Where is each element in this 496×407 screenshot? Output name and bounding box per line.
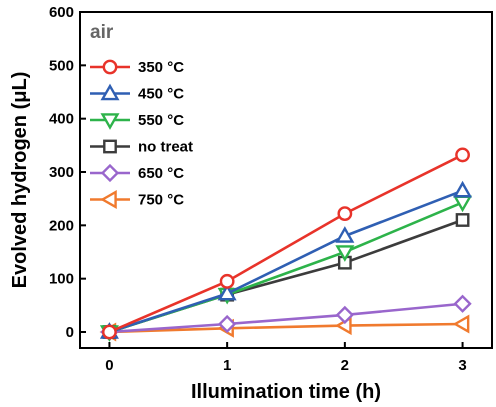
data-point bbox=[335, 245, 355, 262]
series-line bbox=[109, 322, 463, 334]
x-axis: 0 1 2 3 bbox=[105, 342, 467, 374]
y-tick-label: 100 bbox=[49, 271, 74, 288]
plot-frame bbox=[79, 11, 493, 349]
legend: 350 °C 450 °C 550 °C no treat 650 °C 750 °C bbox=[90, 59, 193, 210]
data-point bbox=[218, 314, 237, 334]
data-point bbox=[455, 147, 470, 163]
series-line bbox=[109, 189, 464, 334]
x-tick-label: 3 bbox=[458, 357, 466, 374]
series-350-c bbox=[102, 147, 470, 340]
data-point bbox=[453, 180, 473, 198]
data-point bbox=[335, 305, 354, 325]
legend-entry: 750 °C bbox=[90, 189, 184, 210]
legend-entry: 450 °C bbox=[90, 83, 184, 103]
x-tick-label: 1 bbox=[223, 357, 231, 374]
data-point bbox=[219, 273, 235, 289]
y-tick-label: 500 bbox=[49, 57, 74, 74]
annotation-label: air bbox=[90, 22, 114, 43]
data-point bbox=[453, 294, 472, 313]
legend-marker bbox=[100, 83, 120, 101]
data-point bbox=[452, 314, 470, 334]
y-tick-label: 0 bbox=[66, 324, 74, 341]
y-tick-label: 200 bbox=[49, 217, 74, 234]
legend-entry: 350 °C bbox=[90, 59, 184, 76]
legend-marker bbox=[102, 59, 118, 75]
legend-marker bbox=[100, 113, 120, 130]
legend-marker bbox=[100, 163, 120, 183]
legend-label: 650 °C bbox=[138, 165, 184, 182]
series-line bbox=[109, 302, 463, 334]
series-line bbox=[109, 201, 464, 334]
y-tick-label: 600 bbox=[49, 4, 74, 21]
data-point bbox=[455, 213, 470, 227]
legend-label: no treat bbox=[138, 139, 193, 156]
legend-label: 450 °C bbox=[138, 86, 184, 103]
series-550-c bbox=[99, 195, 473, 342]
y-tick-label: 300 bbox=[49, 164, 74, 181]
series-layer bbox=[99, 147, 473, 342]
data-point bbox=[102, 324, 117, 340]
legend-label: 350 °C bbox=[138, 59, 184, 76]
legend-entry: 650 °C bbox=[90, 163, 184, 183]
legend-marker bbox=[103, 139, 117, 154]
y-axis-title: Evolved hydrogen (μL) bbox=[9, 72, 31, 289]
data-point bbox=[337, 206, 353, 222]
legend-label: 550 °C bbox=[138, 112, 184, 129]
data-point bbox=[335, 226, 355, 243]
series-line bbox=[108, 153, 464, 334]
x-tick-label: 2 bbox=[341, 357, 349, 374]
y-axis: 0 100 200 300 400 500 600 bbox=[49, 4, 86, 341]
legend-entry: no treat bbox=[90, 139, 193, 156]
legend-marker bbox=[100, 189, 117, 210]
x-axis-title: Illumination time (h) bbox=[191, 381, 381, 403]
data-point bbox=[217, 283, 237, 301]
legend-entry: 550 °C bbox=[90, 112, 184, 130]
y-tick-label: 400 bbox=[49, 111, 74, 128]
legend-label: 750 °C bbox=[138, 192, 184, 209]
plot-area-border bbox=[79, 11, 493, 349]
x-tick-label: 0 bbox=[105, 357, 113, 374]
